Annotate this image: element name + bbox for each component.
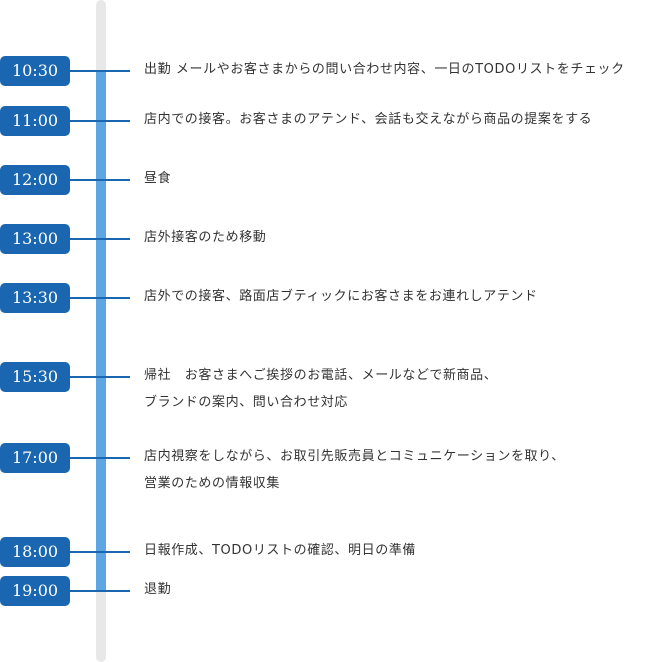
connector <box>70 457 130 459</box>
connector <box>70 590 130 592</box>
time-badge: 12:00 <box>0 165 70 195</box>
description-line: 退勤 <box>144 582 172 597</box>
time-badge: 15:30 <box>0 362 70 392</box>
schedule-item: 13:30 店外での接客、路面店ブティックにお客さまをお連れしアテンド <box>0 283 657 313</box>
description-line: 帰社 お客さまへご挨拶のお電話、メールなどで新商品、 <box>144 368 498 383</box>
connector <box>70 297 130 299</box>
time-badge: 11:00 <box>0 106 70 136</box>
description-line: 店内視察をしながら、お取引先販売員とコミュニケーションを取り、 <box>144 449 565 464</box>
schedule-item: 13:00 店外接客のため移動 <box>0 224 657 254</box>
time-badge: 13:30 <box>0 283 70 313</box>
schedule-description: 昼食 <box>144 165 171 192</box>
time-badge: 13:00 <box>0 224 70 254</box>
schedule-item: 18:00 日報作成、TODOリストの確認、明日の準備 <box>0 537 657 567</box>
schedule-description: 店内視察をしながら、お取引先販売員とコミュニケーションを取り、 営業のための情報収… <box>144 443 565 497</box>
connector <box>70 551 130 553</box>
connector <box>70 70 130 72</box>
description-line: 出勤 メールやお客さまからの問い合わせ内容、一日のTODOリストをチェック <box>144 62 625 77</box>
schedule-item: 12:00 昼食 <box>0 165 657 195</box>
timeline-progress <box>96 71 106 592</box>
time-badge: 19:00 <box>0 576 70 606</box>
connector <box>70 179 130 181</box>
connector <box>70 238 130 240</box>
schedule-item: 17:00 店内視察をしながら、お取引先販売員とコミュニケーションを取り、 営業の… <box>0 443 657 491</box>
connector <box>70 120 130 122</box>
description-line: ブランドの案内、問い合わせ対応 <box>144 395 349 410</box>
time-badge: 10:30 <box>0 56 70 86</box>
schedule-description: 帰社 お客さまへご挨拶のお電話、メールなどで新商品、 ブランドの案内、問い合わせ対… <box>144 362 497 416</box>
description-line: 店外での接客、路面店ブティックにお客さまをお連れしアテンド <box>144 289 538 304</box>
schedule-description: 日報作成、TODOリストの確認、明日の準備 <box>144 537 416 564</box>
schedule-description: 店外での接客、路面店ブティックにお客さまをお連れしアテンド <box>144 283 538 310</box>
description-line: 店外接客のため移動 <box>144 230 267 245</box>
schedule-description: 店外接客のため移動 <box>144 224 266 251</box>
time-badge: 17:00 <box>0 443 70 473</box>
description-line: 昼食 <box>144 171 172 186</box>
schedule-description: 出勤 メールやお客さまからの問い合わせ内容、一日のTODOリストをチェック <box>144 56 625 83</box>
description-line: 日報作成、TODOリストの確認、明日の準備 <box>144 543 417 558</box>
schedule-item: 15:30 帰社 お客さまへご挨拶のお電話、メールなどで新商品、 ブランドの案内、… <box>0 362 657 410</box>
connector <box>70 376 130 378</box>
schedule-item: 19:00 退勤 <box>0 576 657 606</box>
description-line: 店内での接客。お客さまのアテンド、会話も交えながら商品の提案をする <box>144 112 593 127</box>
schedule-description: 店内での接客。お客さまのアテンド、会話も交えながら商品の提案をする <box>144 106 592 133</box>
schedule-item: 10:30 出勤 メールやお客さまからの問い合わせ内容、一日のTODOリストをチ… <box>0 56 657 86</box>
schedule-description: 退勤 <box>144 576 171 603</box>
schedule-item: 11:00 店内での接客。お客さまのアテンド、会話も交えながら商品の提案をする <box>0 106 657 136</box>
description-line: 営業のための情報収集 <box>144 476 281 491</box>
time-badge: 18:00 <box>0 537 70 567</box>
